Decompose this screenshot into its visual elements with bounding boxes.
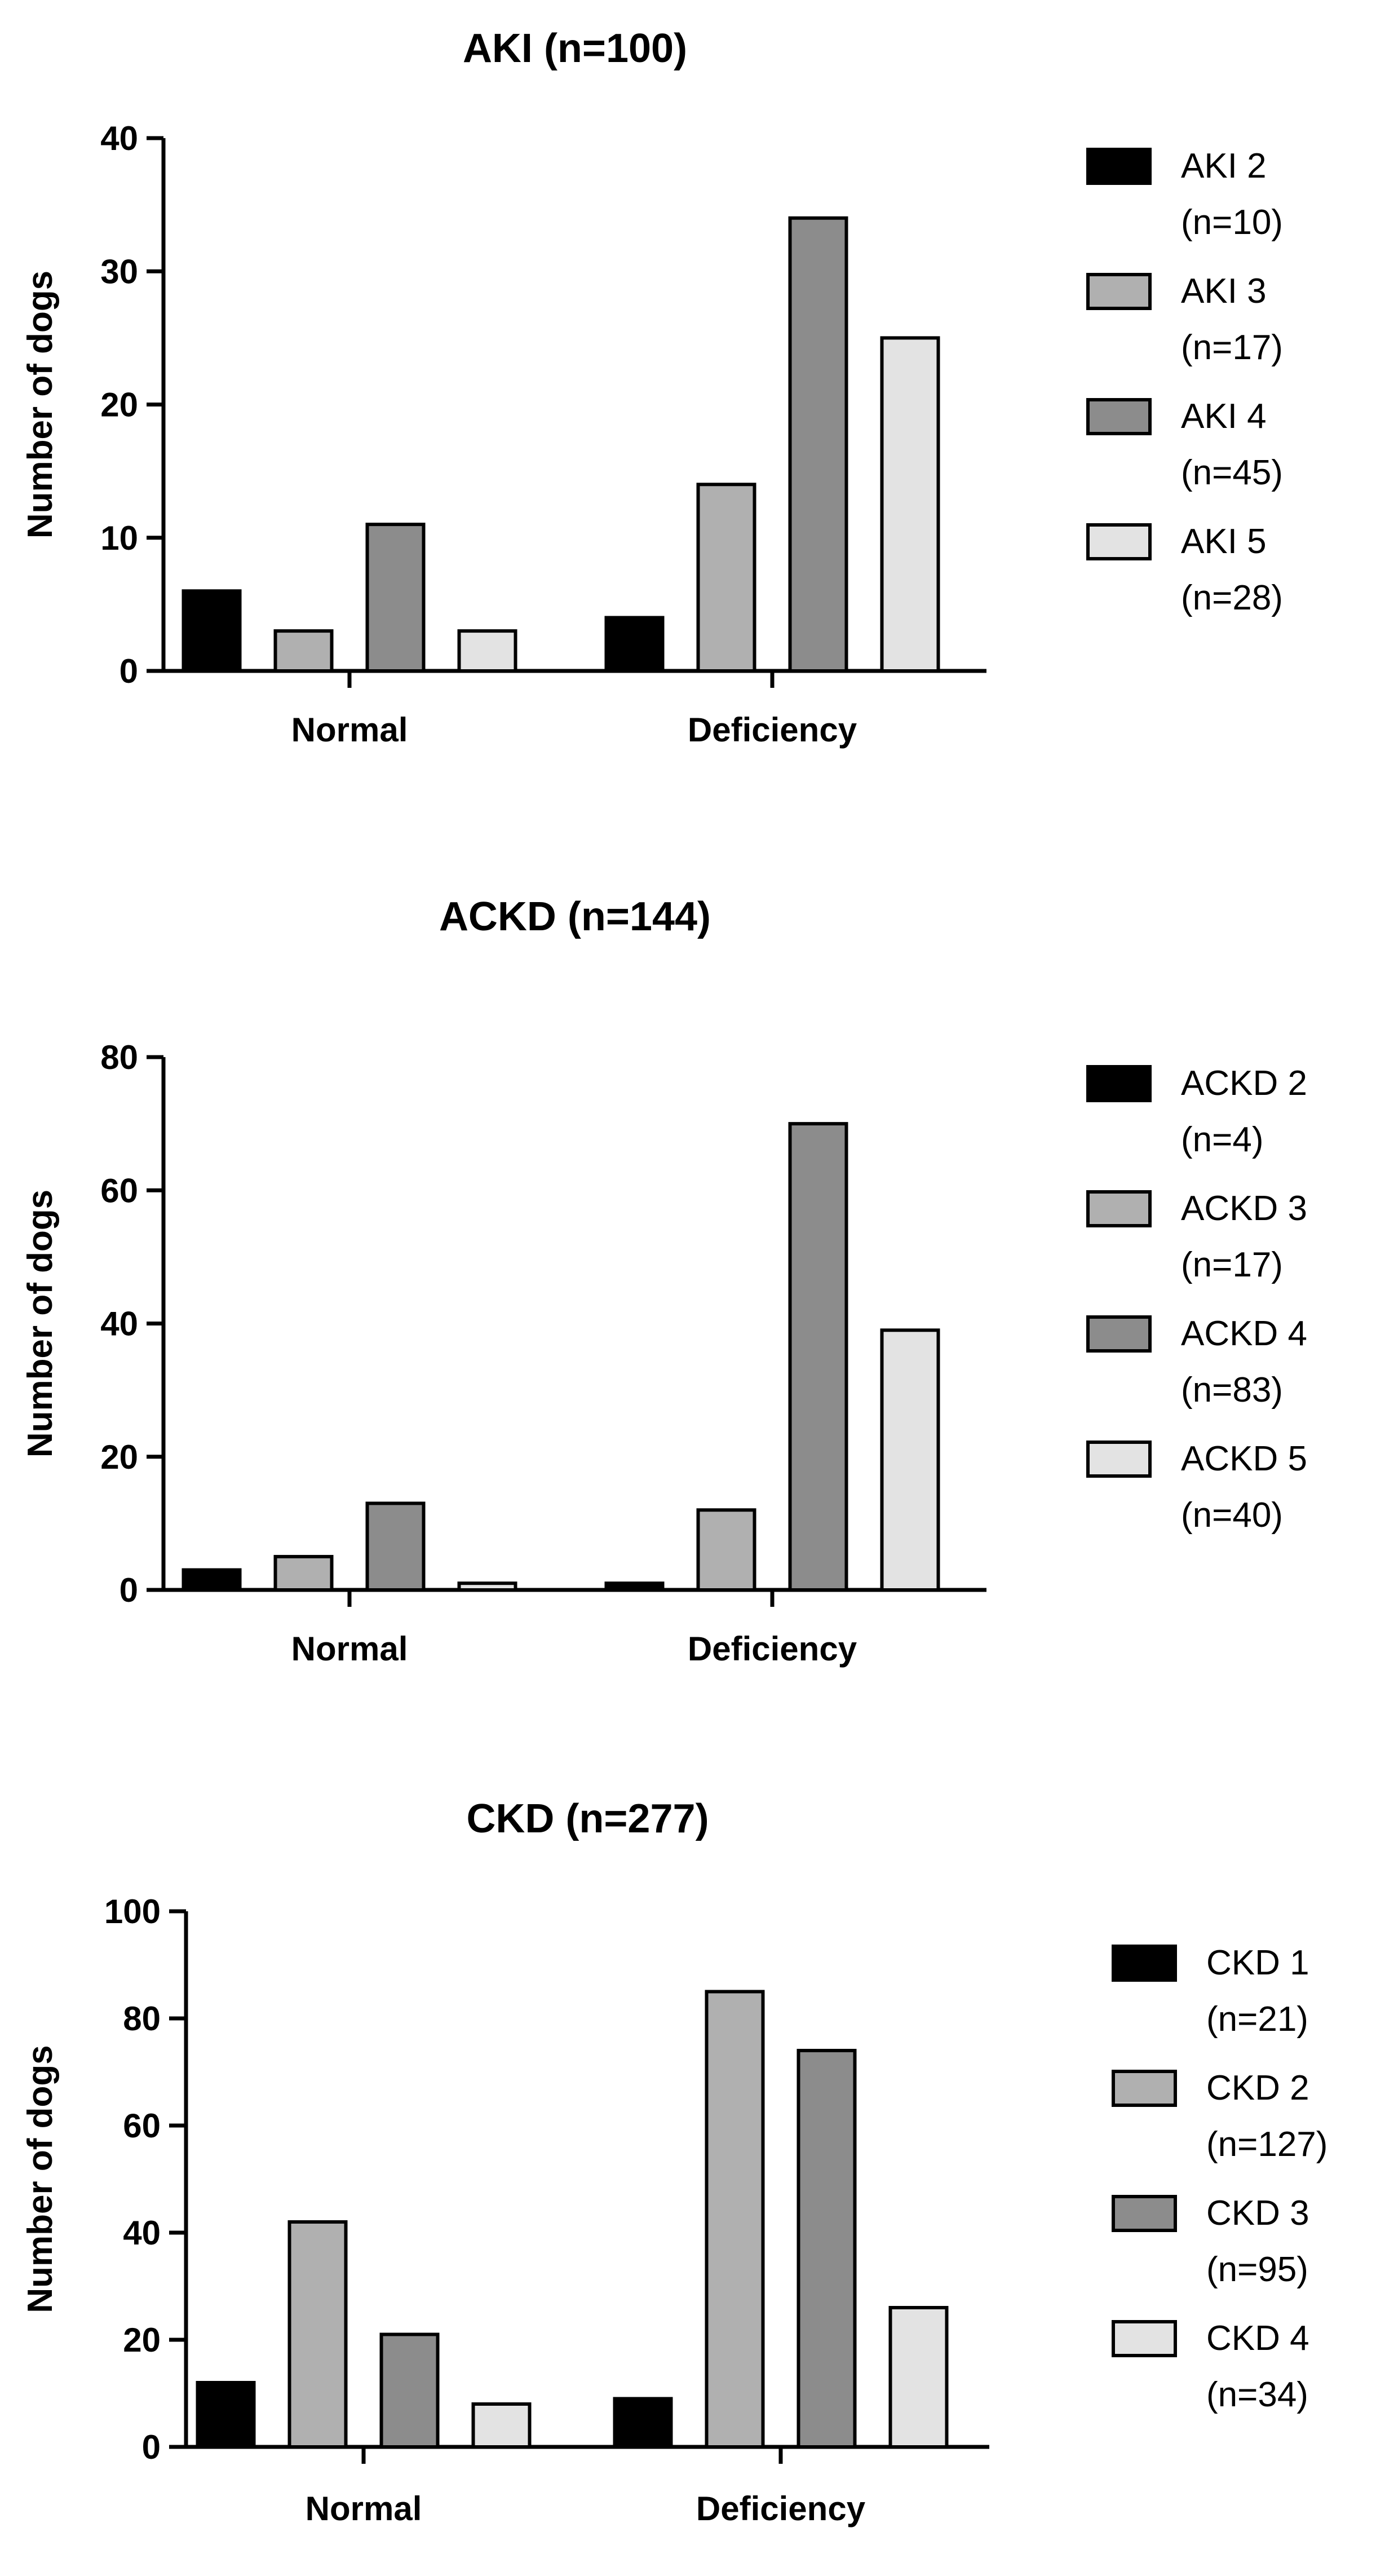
y-tick-label: 80 bbox=[100, 1039, 138, 1076]
x-category-label: Deficiency bbox=[688, 1630, 857, 1668]
legend-swatch bbox=[1086, 523, 1152, 560]
legend-swatch bbox=[1086, 1190, 1152, 1227]
legend-n-label: (n=17) bbox=[1181, 328, 1283, 367]
y-tick-label: 60 bbox=[123, 2107, 161, 2145]
legend-n-label: (n=127) bbox=[1206, 2125, 1328, 2164]
y-tick-label: 80 bbox=[123, 2000, 161, 2038]
x-category-label: Normal bbox=[291, 1630, 408, 1668]
bar-ackd-2-deficiency bbox=[604, 1581, 665, 1592]
legend-label: AKI 2 bbox=[1181, 147, 1267, 185]
legend-label: ACKD 2 bbox=[1181, 1064, 1307, 1103]
y-axis-label: Number of dogs bbox=[21, 1190, 60, 1457]
bar-aki-2-deficiency bbox=[604, 616, 665, 673]
legend-label: CKD 1 bbox=[1206, 1943, 1309, 1982]
legend-swatch bbox=[1086, 1065, 1152, 1102]
bar-ackd-5-deficiency bbox=[880, 1328, 940, 1592]
legend-label: AKI 3 bbox=[1181, 272, 1267, 311]
legend-label: CKD 3 bbox=[1206, 2194, 1309, 2233]
y-tick-label: 40 bbox=[100, 1305, 138, 1343]
legend-n-label: (n=83) bbox=[1181, 1371, 1283, 1409]
chart-panel-1: AKI (n=100) Number of dogs 0 10 20 30 40 Normal… bbox=[21, 26, 1283, 749]
legend-n-label: (n=95) bbox=[1206, 2250, 1308, 2289]
bar-ackd-4-normal bbox=[365, 1501, 426, 1592]
y-axis-label: Number of dogs bbox=[21, 271, 60, 538]
y-tick-label: 0 bbox=[120, 652, 138, 690]
bar-aki-2-normal bbox=[182, 589, 242, 673]
legend-n-label: (n=17) bbox=[1181, 1245, 1283, 1284]
legend-swatch bbox=[1086, 398, 1152, 435]
bar-ckd-2-normal bbox=[287, 2220, 348, 2449]
bar-ckd-4-deficiency bbox=[888, 2306, 949, 2449]
y-tick-label: 100 bbox=[104, 1893, 161, 1930]
x-category-label: Normal bbox=[291, 711, 408, 749]
y-tick-label: 30 bbox=[100, 253, 138, 290]
bar-ckd-2-deficiency bbox=[705, 1990, 765, 2449]
bar-ackd-4-deficiency bbox=[788, 1122, 848, 1592]
legend-label: AKI 4 bbox=[1181, 397, 1267, 436]
bar-ckd-4-normal bbox=[471, 2402, 532, 2449]
legend-n-label: (n=45) bbox=[1181, 453, 1283, 492]
y-tick-label: 20 bbox=[123, 2321, 161, 2359]
legend-n-label: (n=40) bbox=[1181, 1496, 1283, 1535]
x-category-label: Normal bbox=[306, 2490, 422, 2528]
legend-label: CKD 2 bbox=[1206, 2069, 1309, 2107]
legend-swatch bbox=[1112, 1945, 1177, 1982]
legend-n-label: (n=21) bbox=[1206, 2000, 1308, 2039]
bar-ackd-3-normal bbox=[273, 1554, 334, 1592]
legend-swatch bbox=[1086, 1315, 1152, 1353]
x-category-label: Deficiency bbox=[688, 711, 857, 749]
y-tick-label: 40 bbox=[100, 120, 138, 157]
bar-aki-5-normal bbox=[457, 629, 517, 673]
legend-swatch bbox=[1112, 2070, 1177, 2107]
bar-ckd-1-normal bbox=[196, 2381, 256, 2449]
legend-swatch bbox=[1112, 2320, 1177, 2357]
y-tick-label: 20 bbox=[100, 386, 138, 424]
legend-label: ACKD 5 bbox=[1181, 1439, 1307, 1478]
legend-label: ACKD 4 bbox=[1181, 1314, 1307, 1353]
chart-panel-2: ACKD (n=144) Number of dogs 0 20 40 60 80 Norma… bbox=[21, 894, 1307, 1668]
bar-aki-4-deficiency bbox=[788, 216, 848, 673]
y-tick-label: 0 bbox=[142, 2428, 161, 2466]
bar-aki-5-deficiency bbox=[880, 336, 940, 673]
bar-aki-4-normal bbox=[365, 523, 426, 673]
bar-ackd-2-normal bbox=[182, 1568, 242, 1592]
bar-aki-3-deficiency bbox=[696, 483, 756, 673]
bar-ckd-1-deficiency bbox=[613, 2397, 673, 2449]
legend-label: AKI 5 bbox=[1181, 522, 1267, 561]
legend-swatch bbox=[1112, 2195, 1177, 2232]
bar-ckd-3-normal bbox=[379, 2332, 440, 2449]
legend-n-label: (n=34) bbox=[1206, 2375, 1308, 2414]
y-tick-label: 40 bbox=[123, 2214, 161, 2252]
bar-ackd-3-deficiency bbox=[696, 1508, 756, 1592]
y-tick-label: 0 bbox=[120, 1571, 138, 1609]
chart-panel-3: CKD (n=277) Number of dogs 0 20 40 60 80 100 Nor… bbox=[21, 1796, 1328, 2528]
y-tick-label: 20 bbox=[100, 1438, 138, 1476]
legend-n-label: (n=28) bbox=[1181, 578, 1283, 617]
legend-swatch bbox=[1086, 273, 1152, 310]
x-category-label: Deficiency bbox=[696, 2490, 866, 2528]
legend-n-label: (n=10) bbox=[1181, 203, 1283, 242]
legend-swatch bbox=[1086, 148, 1152, 185]
y-tick-label: 60 bbox=[100, 1172, 138, 1209]
legend-n-label: (n=4) bbox=[1181, 1120, 1263, 1159]
chart-title: CKD (n=277) bbox=[466, 1796, 709, 1841]
y-axis-label: Number of dogs bbox=[21, 2045, 60, 2313]
chart-title: ACKD (n=144) bbox=[439, 894, 711, 939]
legend-swatch bbox=[1086, 1441, 1152, 1478]
bar-ckd-3-deficiency bbox=[797, 2049, 857, 2449]
legend-label: ACKD 3 bbox=[1181, 1189, 1307, 1228]
y-tick-label: 10 bbox=[100, 519, 138, 557]
bar-aki-3-normal bbox=[273, 629, 334, 673]
chart-title: AKI (n=100) bbox=[463, 26, 687, 71]
bar-ackd-5-normal bbox=[457, 1581, 517, 1592]
legend-label: CKD 4 bbox=[1206, 2319, 1309, 2358]
